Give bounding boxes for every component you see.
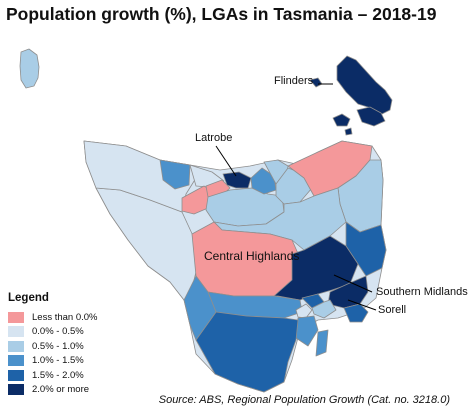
source-note: Source: ABS, Regional Population Growth … xyxy=(158,394,450,406)
lga-tasman xyxy=(343,303,369,323)
legend-title: Legend xyxy=(8,292,49,304)
leader-southern-midlands xyxy=(333,274,373,293)
lga-bruny-island xyxy=(315,329,329,357)
legend-item: 2.0% or more xyxy=(8,383,98,398)
legend-label: 1.5% - 2.0% xyxy=(32,369,84,381)
legend-label: 2.0% or more xyxy=(32,384,90,396)
lga-kingborough xyxy=(295,315,319,347)
legend-label: 0.5% - 1.0% xyxy=(32,340,84,352)
lga-burnie xyxy=(159,159,191,190)
legend-item: Less than 0.0% xyxy=(8,310,98,325)
label-flinders: Flinders xyxy=(274,75,314,87)
map-legend: Legend Less than 0.0% 0.0% - 0.5% 0.5% -… xyxy=(8,292,98,397)
legend-swatch xyxy=(8,326,24,338)
leader-sorell xyxy=(347,299,377,311)
legend-swatch xyxy=(8,369,24,381)
map-title: Population growth (%), LGAs in Tasmania … xyxy=(6,4,437,24)
label-sorell: Sorell xyxy=(378,304,407,316)
lga-hobart xyxy=(295,303,313,319)
label-central-highlands: Central Highlands xyxy=(204,249,300,263)
lga-king-island xyxy=(19,48,40,89)
lga-flinders-isle-b xyxy=(332,113,351,127)
legend-swatch xyxy=(8,355,24,367)
legend-label: 1.0% - 1.5% xyxy=(32,355,84,367)
lga-huon-valley xyxy=(195,311,299,393)
lga-flinders-isle-d xyxy=(344,127,353,136)
lga-clarence xyxy=(311,299,337,319)
legend-label: Less than 0.0% xyxy=(32,311,98,323)
legend-swatch xyxy=(8,311,24,323)
legend-swatch xyxy=(8,340,24,352)
lga-flinders xyxy=(336,55,393,115)
legend-item: 1.0% - 1.5% xyxy=(8,354,98,369)
label-southern-midlands: Southern Midlands xyxy=(376,286,468,298)
legend-item: 1.5% - 2.0% xyxy=(8,368,98,383)
label-latrobe: Latrobe xyxy=(195,132,233,144)
lga-south-west xyxy=(183,275,217,341)
leader-latrobe xyxy=(215,145,237,177)
legend-label: 0.0% - 0.5% xyxy=(32,326,84,338)
legend-item: 0.0% - 0.5% xyxy=(8,325,98,340)
lga-flinders-isle-a xyxy=(356,106,386,127)
legend-item: 0.5% - 1.0% xyxy=(8,339,98,354)
legend-swatch xyxy=(8,384,24,396)
